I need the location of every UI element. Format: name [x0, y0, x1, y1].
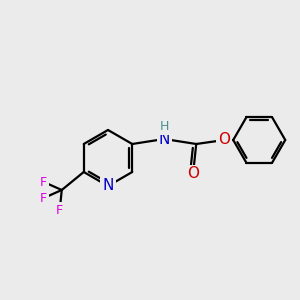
Text: H: H: [160, 121, 169, 134]
Text: F: F: [40, 176, 47, 188]
Text: O: O: [187, 167, 199, 182]
Text: F: F: [56, 203, 63, 217]
Text: N: N: [102, 178, 114, 194]
Text: F: F: [40, 191, 47, 205]
Text: N: N: [159, 131, 170, 146]
Text: O: O: [218, 133, 230, 148]
